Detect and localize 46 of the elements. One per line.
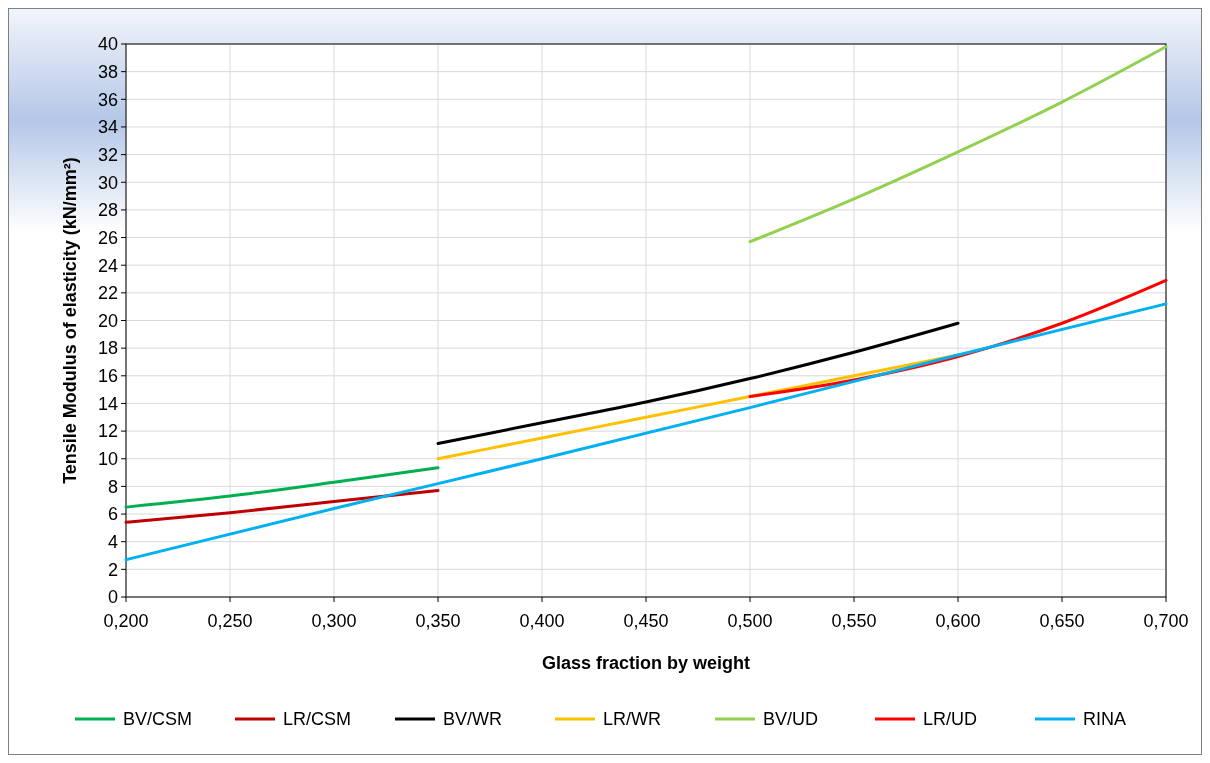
x-tick-label: 0,400 [519, 611, 565, 631]
y-tick-label: 16 [97, 366, 118, 387]
legend-label: BV/CSM [123, 709, 193, 730]
x-tick-label: 0,500 [727, 611, 773, 631]
y-tick-label: 10 [97, 449, 118, 470]
legend-label: BV/WR [443, 709, 503, 730]
legend-label: LR/WR [603, 709, 661, 730]
y-tick-label: 0 [107, 587, 118, 608]
y-tick-label: 30 [97, 172, 118, 193]
x-tick-label: 0,350 [415, 611, 461, 631]
y-tick-label: 18 [97, 338, 118, 359]
legend-label: RINA [1083, 709, 1127, 730]
y-tick-label: 24 [97, 255, 118, 276]
line-series [124, 302, 1168, 562]
y-tick-label: 34 [97, 117, 118, 138]
legend-label: LR/CSM [283, 709, 352, 730]
x-tick-label: 0,250 [207, 611, 253, 631]
x-tick-label: 0,600 [935, 611, 981, 631]
x-tick-label: 0,550 [831, 611, 877, 631]
line-series [436, 321, 960, 446]
y-tick-label: 4 [107, 532, 118, 552]
x-tick-label: 0,200 [103, 611, 149, 631]
y-tick-label: 22 [97, 283, 118, 304]
y-tick-label: 32 [97, 144, 118, 165]
legend-label: BV/UD [763, 709, 819, 730]
y-tick-label: 38 [97, 61, 118, 82]
y-tick-label: 36 [97, 89, 118, 110]
y-tick-label: 14 [97, 393, 118, 414]
y-tick-label: 40 [97, 34, 118, 55]
x-tick-label: 0,300 [311, 611, 357, 631]
line-series [748, 45, 1168, 244]
y-tick-label: 2 [107, 559, 118, 580]
y-tick-label: 28 [97, 200, 118, 221]
y-tick-label: 6 [107, 504, 118, 525]
y-tick-label: 20 [97, 310, 118, 331]
x-tick-label: 0,700 [1143, 611, 1189, 631]
x-tick-label: 0,450 [623, 611, 669, 631]
y-tick-label: 26 [97, 227, 118, 248]
y-axis-title: Tensile Modulus of elasticity (kN/mm²) [60, 157, 80, 484]
y-tick-label: 12 [97, 421, 118, 442]
x-tick-label: 0,650 [1039, 611, 1085, 631]
legend-label: LR/UD [923, 709, 978, 730]
line-series [124, 466, 440, 509]
y-tick-label: 8 [107, 476, 118, 497]
x-axis-title: Glass fraction by weight [541, 653, 751, 673]
line-series [124, 489, 440, 524]
